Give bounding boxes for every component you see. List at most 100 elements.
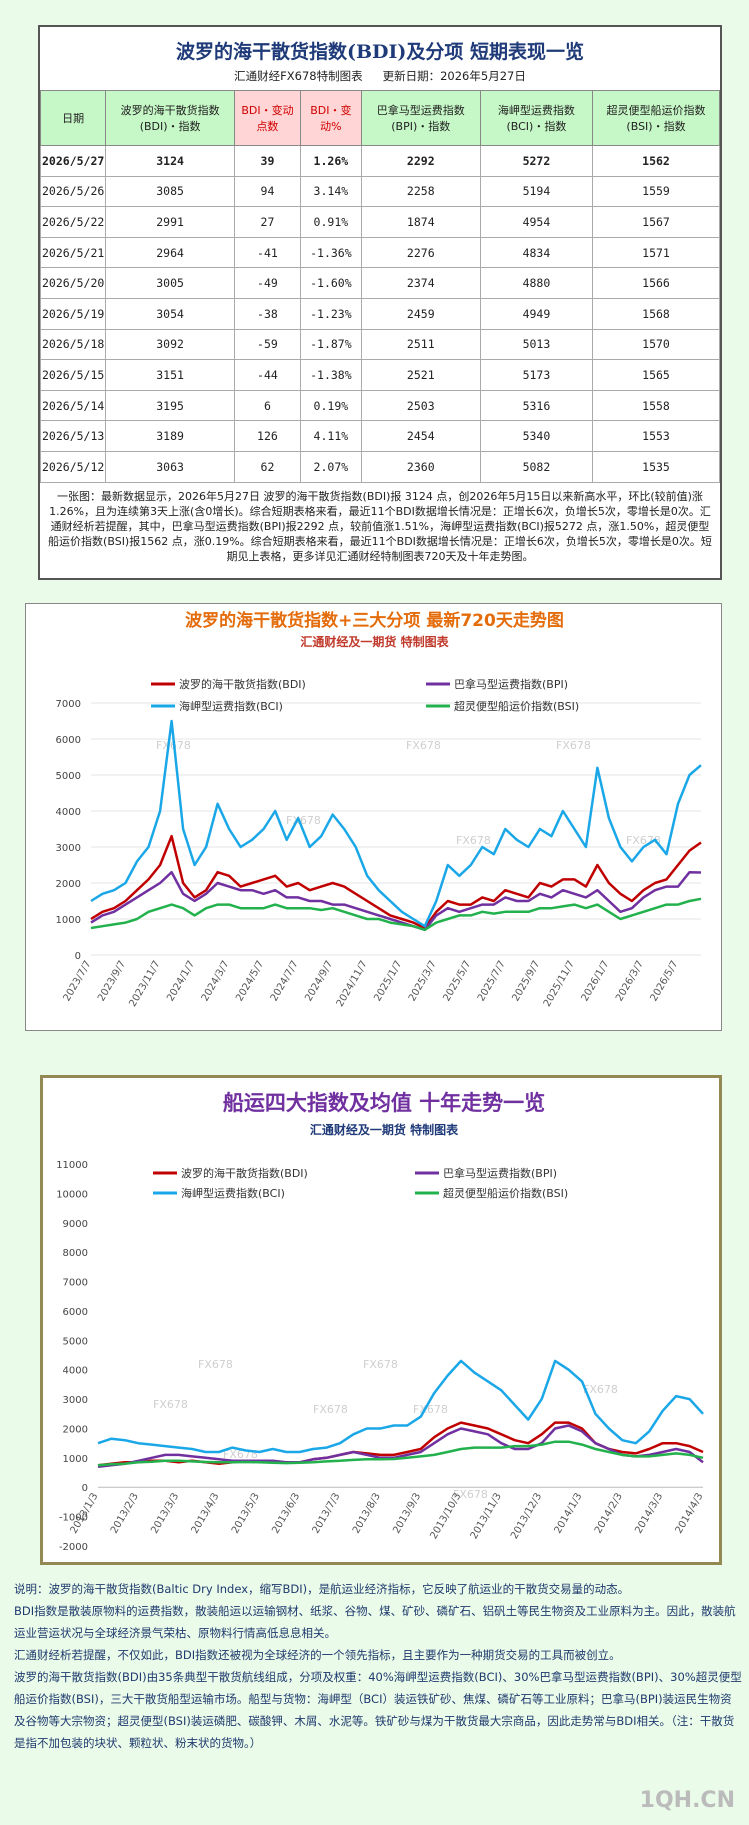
cell: 94 xyxy=(233,175,301,208)
cell: 2521 xyxy=(360,359,481,391)
row: 2026/5/26 3085 94 3.14% 2258 5194 1559 xyxy=(39,175,720,208)
column-header: 日期 xyxy=(39,90,107,146)
y-tick-label: 3000 xyxy=(63,1395,88,1406)
row: 2026/5/18 3092 -59 -1.87% 2511 5013 1570 xyxy=(39,328,720,361)
x-tick-label: 2023/7/7 xyxy=(62,959,94,1003)
watermark: FX678 xyxy=(153,1398,188,1411)
cell: -59 xyxy=(233,328,301,361)
cell: 1553 xyxy=(592,420,720,452)
x-tick-label: 2026/5/7 xyxy=(649,959,681,1003)
y-tick-label: 10000 xyxy=(56,1189,88,1200)
watermark: FX678 xyxy=(626,834,661,847)
cell: 1567 xyxy=(592,206,720,238)
cell: 4880 xyxy=(479,267,594,299)
column-header: 海岬型运费指数(BCI)・指数 xyxy=(479,90,594,146)
x-tick-label: 2013/9/3 xyxy=(391,1491,423,1535)
cell: 2.07% xyxy=(299,450,362,483)
cell: 1558 xyxy=(592,389,720,422)
row: 2026/5/20 3005 -49 -1.60% 2374 4880 1566 xyxy=(39,267,720,299)
y-tick-label: 1000 xyxy=(56,915,81,926)
y-tick-label: 1000 xyxy=(63,1454,88,1465)
cell: 2276 xyxy=(360,236,481,269)
legend-label: 超灵便型船运价指数(BSI) xyxy=(454,699,579,713)
y-tick-label: -2000 xyxy=(59,1542,88,1553)
y-tick-label: 2000 xyxy=(56,879,81,890)
table: 日期 波罗的海干散货指数(BDI)・指数 BDI・变动点数 BDI・变动% 巴拿马型运费… xyxy=(39,90,720,483)
x-tick-label: 2013/10/3 xyxy=(428,1491,463,1541)
watermark: FX678 xyxy=(406,739,441,752)
watermark: FX678 xyxy=(286,814,321,827)
y-tick-label: 2000 xyxy=(63,1424,88,1435)
cell: -44 xyxy=(233,359,301,391)
x-tick-label: 2013/8/3 xyxy=(351,1491,383,1535)
legend-label: 波罗的海干散货指数(BDI) xyxy=(181,1166,308,1180)
y-tick-label: 4000 xyxy=(63,1366,88,1377)
x-tick-label: 2013/3/3 xyxy=(149,1491,181,1535)
cell: -1.60% xyxy=(299,267,362,299)
x-tick-label: 2026/3/7 xyxy=(614,959,646,1003)
cell: 2454 xyxy=(360,420,481,452)
x-tick-label: 2026/1/7 xyxy=(580,959,612,1003)
maker: 汇通财经FX678特制图表 xyxy=(234,69,363,83)
watermark: FX678 xyxy=(583,1383,618,1396)
y-tick-label: 5000 xyxy=(56,771,81,782)
x-tick-label: 2014/2/3 xyxy=(593,1491,625,1535)
cell: 2026/5/21 xyxy=(39,236,107,269)
x-tick-label: 2025/1/7 xyxy=(372,959,404,1003)
cell: 5340 xyxy=(479,420,594,452)
cell: 1.26% xyxy=(299,145,362,177)
y-tick-label: 7000 xyxy=(56,699,81,710)
cell: 3054 xyxy=(105,297,235,330)
x-tick-label: 2013/12/3 xyxy=(509,1491,544,1541)
notes: 说明：波罗的海干散货指数(Baltic Dry Index，缩写BDI)，是航运… xyxy=(14,1578,742,1754)
row: 2026/5/14 3195 6 0.19% 2503 5316 1558 xyxy=(39,389,720,422)
cell: 3151 xyxy=(105,359,235,391)
cell: 2026/5/27 xyxy=(39,145,107,177)
cell: 1571 xyxy=(592,236,720,269)
y-tick-label: 7000 xyxy=(63,1278,88,1289)
cell: 3195 xyxy=(105,389,235,422)
cell: 2360 xyxy=(360,450,481,483)
cell: 2026/5/15 xyxy=(39,359,107,391)
cell: 6 xyxy=(233,389,301,422)
y-tick-label: 6000 xyxy=(63,1307,88,1318)
cell: 4834 xyxy=(479,236,594,269)
cell: -1.38% xyxy=(299,359,362,391)
cell: 2026/5/22 xyxy=(39,206,107,238)
cell: 2026/5/12 xyxy=(39,450,107,483)
y-tick-label: 4000 xyxy=(56,807,81,818)
x-tick-label: 2025/5/7 xyxy=(441,959,473,1003)
note: 汇通财经析若提醒，不仅如此，BDI指数还被视为全球经济的一个领先指标，且主要作为… xyxy=(14,1648,621,1662)
cell: -1.36% xyxy=(299,236,362,269)
cell: 4.11% xyxy=(299,420,362,452)
row: 2026/5/12 3063 62 2.07% 2360 5082 1535 xyxy=(39,450,720,483)
row: 2026/5/13 3189 126 4.11% 2454 5340 1553 xyxy=(39,420,720,452)
cell: 39 xyxy=(233,145,301,177)
cell: 1570 xyxy=(592,328,720,361)
y-tick-label: 3000 xyxy=(56,843,81,854)
watermark: FX678 xyxy=(453,1488,488,1501)
subtitle: 汇通财经FX678特制图表 更新日期：2026年5月27日 xyxy=(40,68,720,84)
x-tick-label: 2023/9/7 xyxy=(96,959,128,1003)
legend-label: 超灵便型船运价指数(BSI) xyxy=(443,1186,568,1200)
x-tick-label: 2024/5/7 xyxy=(234,959,266,1003)
summary: 一张图：最新数据显示，2026年5月27日 波罗的海干散货指数(BDI)报 31… xyxy=(48,489,712,563)
row: 2026/5/19 3054 -38 -1.23% 2459 4949 1568 xyxy=(39,297,720,330)
cell: 3085 xyxy=(105,175,235,208)
site-watermark: 1QH.CN xyxy=(639,1788,735,1813)
cell: 2511 xyxy=(360,328,481,361)
series-line xyxy=(97,1359,704,1454)
y-tick-label: 6000 xyxy=(56,735,81,746)
x-tick-label: 2013/6/3 xyxy=(270,1491,302,1535)
chart-title: 船运四大指数及均值 十年走势一览 xyxy=(223,1091,545,1115)
y-tick-label: 0 xyxy=(75,951,81,962)
note: 说明：波罗的海干散货指数(Baltic Dry Index，缩写BDI)，是航运… xyxy=(14,1582,630,1596)
row: 2026/5/27 3124 39 1.26% 2292 5272 1562 xyxy=(39,145,720,177)
cell: 1568 xyxy=(592,297,720,330)
cell: 5194 xyxy=(479,175,594,208)
cell: 0.91% xyxy=(299,206,362,238)
column-header: BDI・变动点数 xyxy=(233,90,301,146)
